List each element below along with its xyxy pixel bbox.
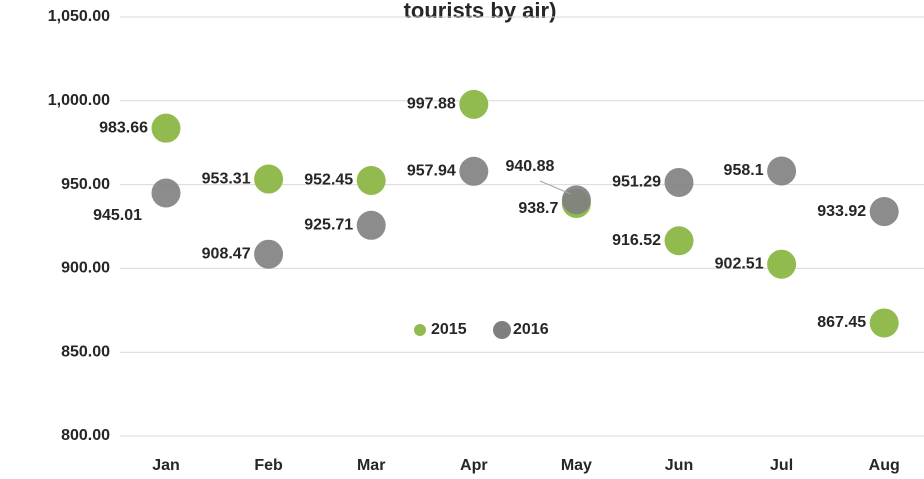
data-label: 952.45 xyxy=(304,172,353,189)
legend-marker xyxy=(493,321,511,339)
x-tick-label: Jun xyxy=(665,457,693,474)
bubble xyxy=(151,113,181,143)
bubble xyxy=(767,156,797,186)
data-label: 945.01 xyxy=(93,207,142,224)
bubble xyxy=(767,249,797,279)
leader-line xyxy=(539,180,571,195)
y-tick-label: 950.00 xyxy=(61,176,110,193)
data-label: 997.88 xyxy=(407,96,456,113)
y-tick-label: 1,000.00 xyxy=(48,92,110,109)
x-tick-label: May xyxy=(561,457,592,474)
data-label: 953.31 xyxy=(202,170,251,187)
data-label: 916.52 xyxy=(612,232,661,249)
bubble xyxy=(356,210,386,240)
bubble xyxy=(459,156,489,186)
data-label: 958.1 xyxy=(724,162,764,179)
data-label: 940.88 xyxy=(505,158,554,175)
y-tick-label: 800.00 xyxy=(61,427,110,444)
x-tick-label: Aug xyxy=(869,457,900,474)
legend-label: 2015 xyxy=(431,321,467,338)
bubble xyxy=(151,178,181,208)
bubble xyxy=(254,164,284,194)
legend-marker xyxy=(414,324,426,336)
data-label: 867.45 xyxy=(817,314,866,331)
x-tick-label: Mar xyxy=(357,457,385,474)
y-tick-label: 900.00 xyxy=(61,260,110,277)
bubble xyxy=(561,185,591,215)
data-label: 908.47 xyxy=(202,245,251,262)
bubble xyxy=(459,89,489,119)
data-label: 957.94 xyxy=(407,163,456,180)
bubble xyxy=(664,167,694,197)
bubble xyxy=(356,165,386,195)
x-tick-label: Feb xyxy=(254,457,283,474)
x-tick-label: Jan xyxy=(152,457,180,474)
legend-label: 2016 xyxy=(513,321,549,338)
data-label: 933.92 xyxy=(817,203,866,220)
data-label: 938.7 xyxy=(518,200,558,217)
bubble xyxy=(664,226,694,256)
y-tick-label: 850.00 xyxy=(61,343,110,360)
y-tick-label: 1,050.00 xyxy=(48,8,110,25)
x-tick-label: Jul xyxy=(770,457,793,474)
bubble xyxy=(869,197,899,227)
data-label: 951.29 xyxy=(612,174,661,191)
data-label: 925.71 xyxy=(304,217,353,234)
data-label: 902.51 xyxy=(715,255,764,272)
data-label: 983.66 xyxy=(99,119,148,136)
x-tick-label: Apr xyxy=(460,457,488,474)
bubble xyxy=(254,239,284,269)
bubble xyxy=(869,308,899,338)
chart-title: tourists by air) xyxy=(404,0,557,23)
